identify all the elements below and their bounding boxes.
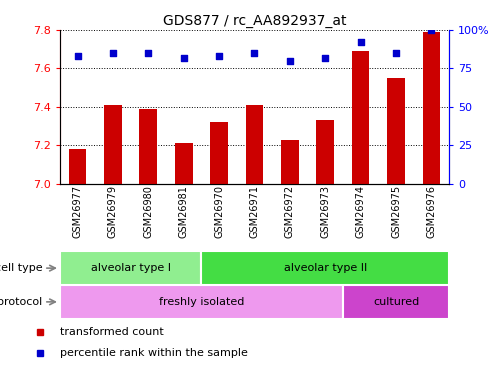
Bar	[343, 285, 449, 319]
Point	[109, 50, 117, 56]
Bar	[423, 32, 440, 184]
Bar	[210, 122, 228, 184]
Bar	[104, 105, 122, 184]
Point	[144, 50, 152, 56]
Text: protocol: protocol	[0, 297, 42, 307]
Bar	[60, 285, 343, 319]
Bar	[246, 105, 263, 184]
Bar	[69, 149, 86, 184]
Text: cultured: cultured	[373, 297, 419, 307]
Bar	[202, 251, 449, 285]
Text: cell type: cell type	[0, 263, 42, 273]
Text: alveolar type I: alveolar type I	[91, 263, 171, 273]
Point	[286, 58, 294, 64]
Bar	[352, 51, 369, 184]
Point	[180, 55, 188, 61]
Point	[215, 53, 223, 59]
Text: freshly isolated: freshly isolated	[159, 297, 244, 307]
Text: alveolar type II: alveolar type II	[283, 263, 367, 273]
Point	[357, 39, 365, 45]
Bar	[140, 109, 157, 184]
Title: GDS877 / rc_AA892937_at: GDS877 / rc_AA892937_at	[163, 13, 346, 28]
Point	[250, 50, 258, 56]
Bar	[281, 140, 299, 184]
Bar	[387, 78, 405, 184]
Bar	[316, 120, 334, 184]
Text: transformed count: transformed count	[60, 327, 164, 338]
Point	[73, 53, 81, 59]
Point	[321, 55, 329, 61]
Point	[428, 27, 436, 33]
Bar	[175, 143, 193, 184]
Text: percentile rank within the sample: percentile rank within the sample	[60, 348, 248, 358]
Point	[392, 50, 400, 56]
Bar	[60, 251, 202, 285]
